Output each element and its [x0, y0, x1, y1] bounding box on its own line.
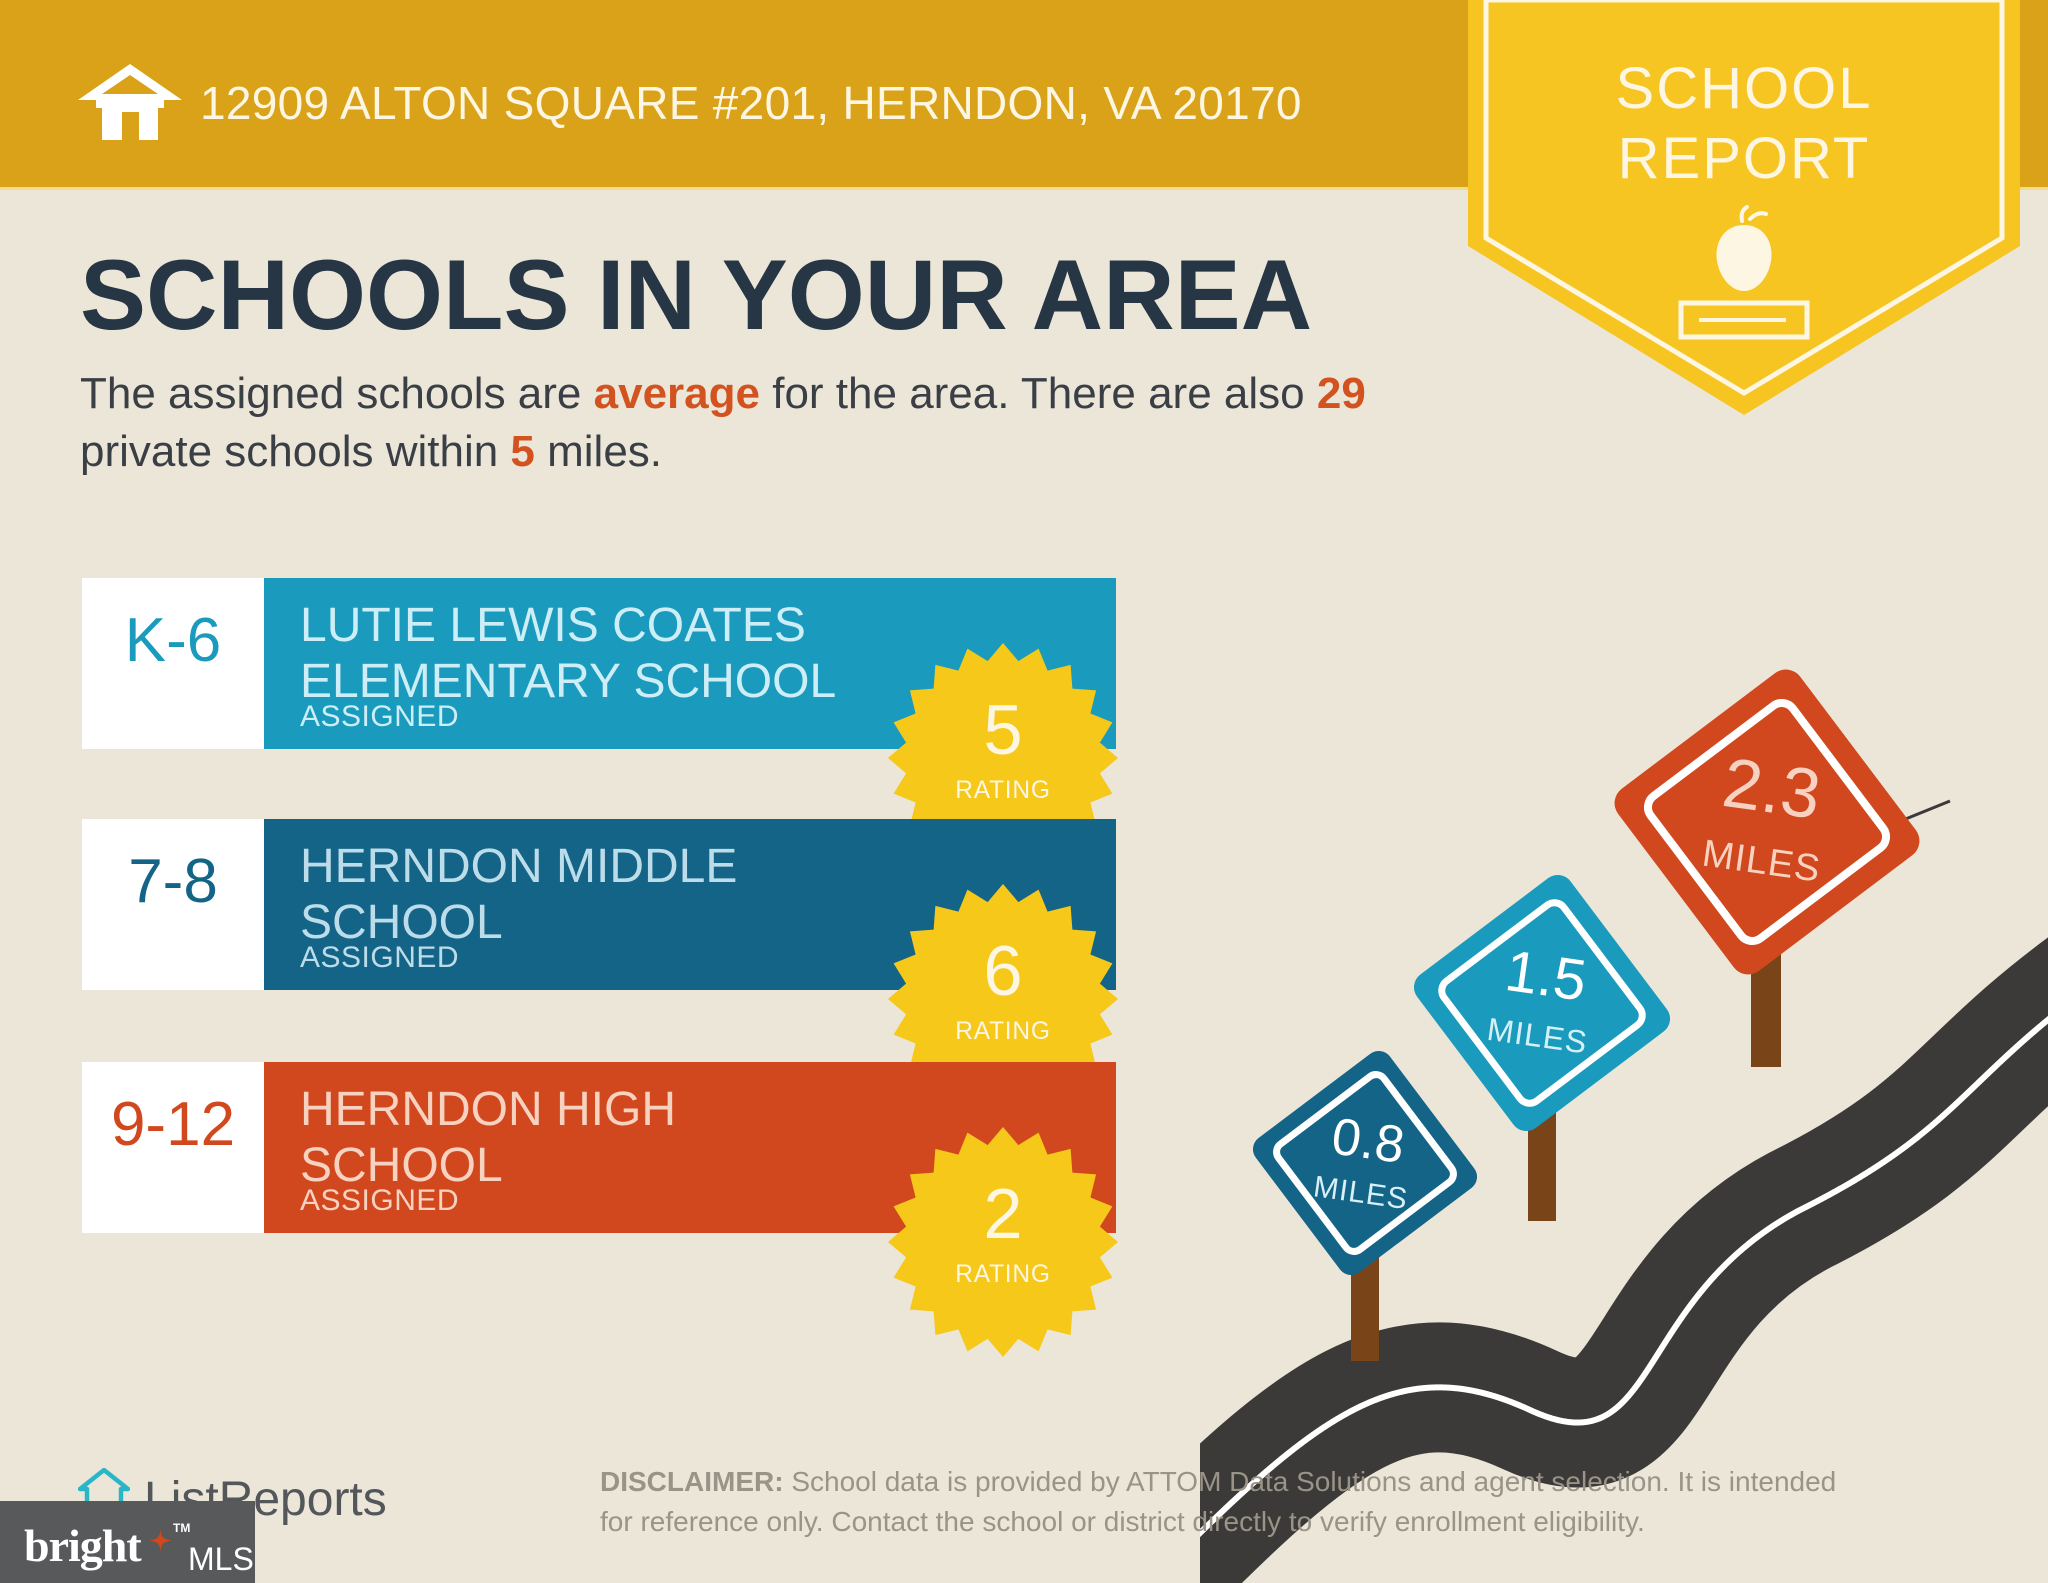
svg-text:0.8: 0.8 — [1328, 1107, 1408, 1174]
svg-text:RATING: RATING — [955, 1261, 1050, 1288]
svg-text:5: 5 — [983, 690, 1022, 769]
svg-text:RATING: RATING — [955, 777, 1050, 804]
svg-text:SCHOOL: SCHOOL — [1616, 56, 1873, 121]
svg-text:REPORT: REPORT — [1618, 126, 1871, 191]
svg-text:1.5: 1.5 — [1501, 938, 1590, 1014]
svg-text:2: 2 — [983, 1174, 1022, 1253]
svg-text:RATING: RATING — [955, 1018, 1050, 1045]
svg-text:6: 6 — [983, 931, 1022, 1010]
svg-text:2.3: 2.3 — [1718, 743, 1825, 834]
